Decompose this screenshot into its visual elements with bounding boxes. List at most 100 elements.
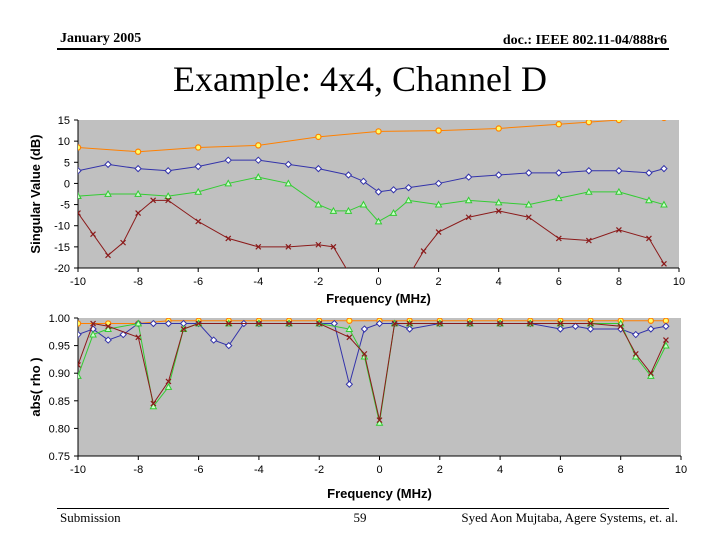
x-tick-label: -6 bbox=[193, 276, 203, 288]
header-rule bbox=[57, 48, 669, 50]
y-axis-label: abs( rho ) bbox=[28, 357, 43, 416]
series-4-point bbox=[617, 323, 624, 330]
y-tick-label: 0.90 bbox=[49, 368, 70, 380]
series-3-point bbox=[194, 187, 203, 195]
series-4-point bbox=[465, 214, 472, 221]
y-tick-label: 0.75 bbox=[49, 451, 70, 463]
footer-rule bbox=[57, 508, 669, 509]
y-tick-label: 1.00 bbox=[49, 313, 70, 325]
series-4-point bbox=[255, 243, 262, 250]
series-4-point bbox=[78, 361, 81, 368]
series-3-point bbox=[554, 194, 563, 202]
series-4-point bbox=[330, 243, 337, 250]
x-tick-label: 2 bbox=[436, 276, 442, 288]
x-tick-label: 6 bbox=[557, 464, 563, 476]
series-3-point bbox=[389, 208, 398, 216]
series-2-point bbox=[224, 156, 232, 164]
series-4-point bbox=[376, 417, 383, 424]
series-1-point bbox=[495, 125, 502, 132]
series-4-point bbox=[555, 235, 562, 242]
series-4-point bbox=[585, 237, 592, 244]
series-4-point bbox=[315, 241, 322, 248]
series-4-point bbox=[165, 197, 172, 204]
series-4-point bbox=[150, 197, 157, 204]
series-1-point bbox=[194, 144, 202, 151]
x-tick-label: -8 bbox=[133, 464, 143, 476]
y-tick-label: 5 bbox=[64, 157, 70, 169]
series-2-point bbox=[254, 156, 263, 164]
series-3-point bbox=[104, 189, 112, 197]
y-tick-label: 15 bbox=[58, 115, 70, 127]
series-4-point bbox=[180, 326, 187, 332]
series-2-point bbox=[404, 183, 413, 192]
series-4-point bbox=[150, 400, 157, 407]
x-tick-label: -6 bbox=[194, 464, 204, 476]
series-2-point bbox=[662, 322, 670, 330]
chart-2: -10 -8 -6 -4 -2 0 2 4 6 8 10 1.00 0.95 0.90 0.85 0.80 0.… bbox=[28, 313, 687, 501]
series-4-point bbox=[346, 270, 351, 275]
series-4-point bbox=[663, 337, 669, 344]
series-3-point bbox=[164, 192, 172, 200]
series-3-point bbox=[404, 196, 413, 204]
series-4-point bbox=[346, 334, 353, 341]
series-3-point bbox=[359, 200, 368, 208]
series-3-point bbox=[224, 179, 233, 187]
series-4-point bbox=[391, 320, 398, 327]
series-3-point bbox=[615, 187, 623, 195]
x-axis-label: Frequency (MHz) bbox=[326, 291, 431, 306]
header-doc-id: doc.: IEEE 802.11-04/888r6 bbox=[502, 33, 667, 48]
series-2-point bbox=[405, 325, 414, 333]
series-4-point bbox=[225, 235, 232, 242]
series-2-point bbox=[194, 162, 202, 171]
series-3-point bbox=[284, 179, 293, 187]
x-tick-label: -10 bbox=[70, 276, 86, 288]
series-3-point bbox=[647, 371, 655, 379]
series-2-point bbox=[134, 164, 142, 173]
series-3-point bbox=[360, 352, 369, 360]
plot-area bbox=[78, 318, 681, 456]
series-3-point bbox=[645, 196, 653, 204]
series-1-point bbox=[346, 318, 353, 324]
y-axis-label: Singular Value (dB) bbox=[28, 134, 43, 253]
series-3-point bbox=[434, 200, 443, 208]
footer-submission: Submission bbox=[60, 510, 121, 525]
series-3-point bbox=[149, 402, 158, 410]
series-2-point bbox=[149, 319, 158, 328]
x-tick-label: -10 bbox=[70, 464, 86, 476]
series-4-point bbox=[435, 229, 442, 235]
series-2-point bbox=[209, 336, 218, 344]
y-tick-label: 0.85 bbox=[49, 396, 70, 408]
series-3-point bbox=[344, 206, 353, 214]
series-4-point bbox=[361, 350, 368, 357]
series-2-point bbox=[164, 319, 173, 328]
series-2-point bbox=[360, 325, 369, 333]
x-tick-label: 4 bbox=[497, 464, 503, 476]
x-axis-label: Frequency (MHz) bbox=[327, 486, 432, 501]
series-1-point bbox=[585, 120, 593, 126]
series-4-line bbox=[78, 199, 665, 268]
series-2-point bbox=[375, 319, 384, 328]
series-2-point bbox=[494, 171, 503, 179]
series-4-point bbox=[661, 260, 667, 267]
series-3-point bbox=[134, 189, 142, 197]
y-tick-label: 0.80 bbox=[49, 423, 70, 435]
series-4-point bbox=[286, 320, 292, 327]
series-1-point bbox=[78, 320, 82, 327]
footer-author: Syed Aon Mujtaba, Agere Systems, et. al. bbox=[461, 510, 678, 525]
series-1-point bbox=[375, 128, 382, 135]
x-tick-label: 6 bbox=[556, 276, 562, 288]
series-4-point bbox=[90, 231, 96, 238]
footer-page-number: 59 bbox=[353, 510, 367, 525]
series-4-point bbox=[78, 210, 81, 216]
series-3-point bbox=[78, 192, 82, 200]
series-4-point bbox=[527, 320, 534, 327]
x-tick-label: 0 bbox=[376, 464, 382, 476]
x-tick-label: 8 bbox=[618, 464, 624, 476]
x-tick-label: 10 bbox=[675, 464, 687, 476]
series-3-point bbox=[660, 200, 668, 208]
series-4-point bbox=[420, 248, 427, 255]
series-4-point bbox=[632, 350, 639, 357]
series-4-point bbox=[135, 210, 142, 216]
series-2-point bbox=[344, 171, 353, 179]
series-2-point bbox=[556, 325, 565, 333]
